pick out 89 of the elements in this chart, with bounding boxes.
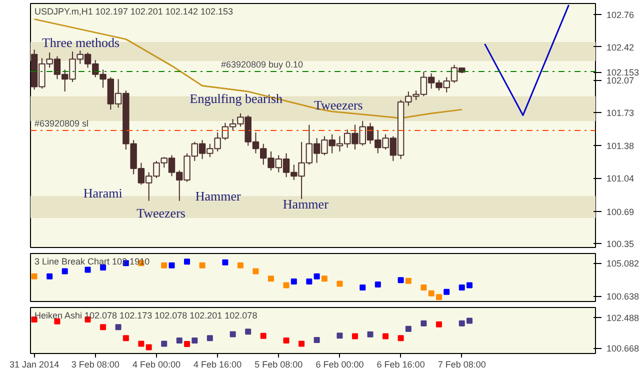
x-tick-label: 31 Jan 2014 — [10, 360, 60, 370]
point — [466, 318, 473, 324]
y-tick-label: 102.42 — [606, 42, 634, 52]
point — [420, 320, 427, 326]
ref-line-label: #63920809 buy 0.10 — [220, 60, 304, 70]
point — [314, 273, 320, 280]
y-tick-label: 100.35 — [606, 239, 634, 250]
y-tick-label: 102.76 — [606, 10, 634, 20]
annotation: Engulfing bearish — [190, 91, 284, 106]
y-tick-label: 101.04 — [606, 174, 634, 184]
x-tick-label: 4 Feb 16:00 — [194, 360, 242, 370]
annotation: Hammer — [195, 188, 242, 204]
point — [382, 333, 389, 340]
point — [138, 340, 144, 347]
point — [321, 276, 328, 282]
point — [122, 335, 129, 342]
y-tick-label: 102.488 — [606, 313, 640, 324]
chart-title: 3 Line Break Chart 102.1910 — [34, 256, 150, 266]
point — [100, 264, 106, 271]
point — [367, 331, 374, 338]
point — [206, 335, 213, 342]
line-series — [34, 18, 463, 119]
point — [458, 284, 465, 290]
point — [184, 340, 190, 347]
y-tick-label: 100.668 — [606, 344, 640, 354]
point — [458, 320, 465, 326]
point — [84, 266, 91, 273]
point — [398, 335, 404, 342]
point — [260, 332, 266, 339]
annotation: Hammer — [282, 196, 330, 212]
point — [222, 259, 228, 266]
point — [290, 278, 297, 285]
point — [436, 294, 442, 300]
point — [428, 290, 434, 296]
x-tick-label: 4 Feb 00:00 — [132, 360, 181, 370]
point — [146, 344, 152, 350]
point — [237, 262, 244, 268]
point — [62, 268, 68, 274]
point — [31, 273, 38, 280]
point — [420, 284, 427, 290]
annotation: Harami — [83, 185, 123, 200]
ref-line-label: #63920809 sl — [34, 118, 89, 128]
point — [360, 284, 366, 290]
point — [405, 326, 412, 332]
y-tick-label: 101.38 — [606, 141, 634, 152]
point — [46, 273, 53, 280]
point — [168, 262, 175, 268]
chart-title: USDJPY.m,H1 102.197 102.201 102.142 102.153 — [34, 6, 233, 16]
point — [230, 331, 236, 338]
point — [374, 282, 381, 288]
annotation: Tweezers — [136, 205, 186, 220]
point — [100, 324, 106, 330]
point — [199, 262, 206, 268]
point — [352, 333, 358, 340]
annotation: Three methods — [42, 35, 120, 50]
x-tick-label: 3 Feb 08:00 — [71, 360, 120, 370]
point — [283, 282, 290, 288]
point — [176, 337, 182, 344]
point — [336, 280, 343, 287]
chart-title: Heiken Ashi 102.078 102.173 102.078 102.201 102.078 — [34, 310, 258, 320]
point — [405, 278, 412, 284]
point — [161, 340, 168, 347]
x-tick-label: 7 Feb 08:00 — [438, 360, 486, 370]
point — [245, 328, 252, 335]
point — [161, 262, 168, 268]
y-tick-label: 105.082 — [606, 258, 640, 269]
point — [466, 282, 473, 288]
point — [192, 337, 198, 344]
point — [444, 288, 450, 295]
x-tick-label: 5 Feb 08:00 — [254, 360, 303, 370]
y-tick-label: 100.638 — [606, 292, 640, 302]
y-tick-label: 102.153 — [606, 68, 640, 78]
point — [436, 321, 442, 328]
point — [268, 276, 274, 282]
point — [336, 332, 343, 339]
point — [115, 324, 122, 330]
annotation: Tweezers — [314, 97, 363, 112]
point — [298, 340, 305, 347]
point — [398, 277, 404, 284]
x-tick-label: 6 Feb 00:00 — [316, 360, 364, 370]
point — [306, 278, 312, 285]
point — [252, 268, 259, 274]
point — [283, 337, 290, 344]
point — [314, 336, 320, 343]
x-tick-label: 6 Feb 16:00 — [376, 360, 425, 370]
point — [184, 258, 190, 265]
y-tick-label: 101.73 — [606, 108, 634, 118]
y-tick-label: 100.69 — [606, 206, 634, 217]
y-tick-label: 102.07 — [606, 76, 634, 86]
